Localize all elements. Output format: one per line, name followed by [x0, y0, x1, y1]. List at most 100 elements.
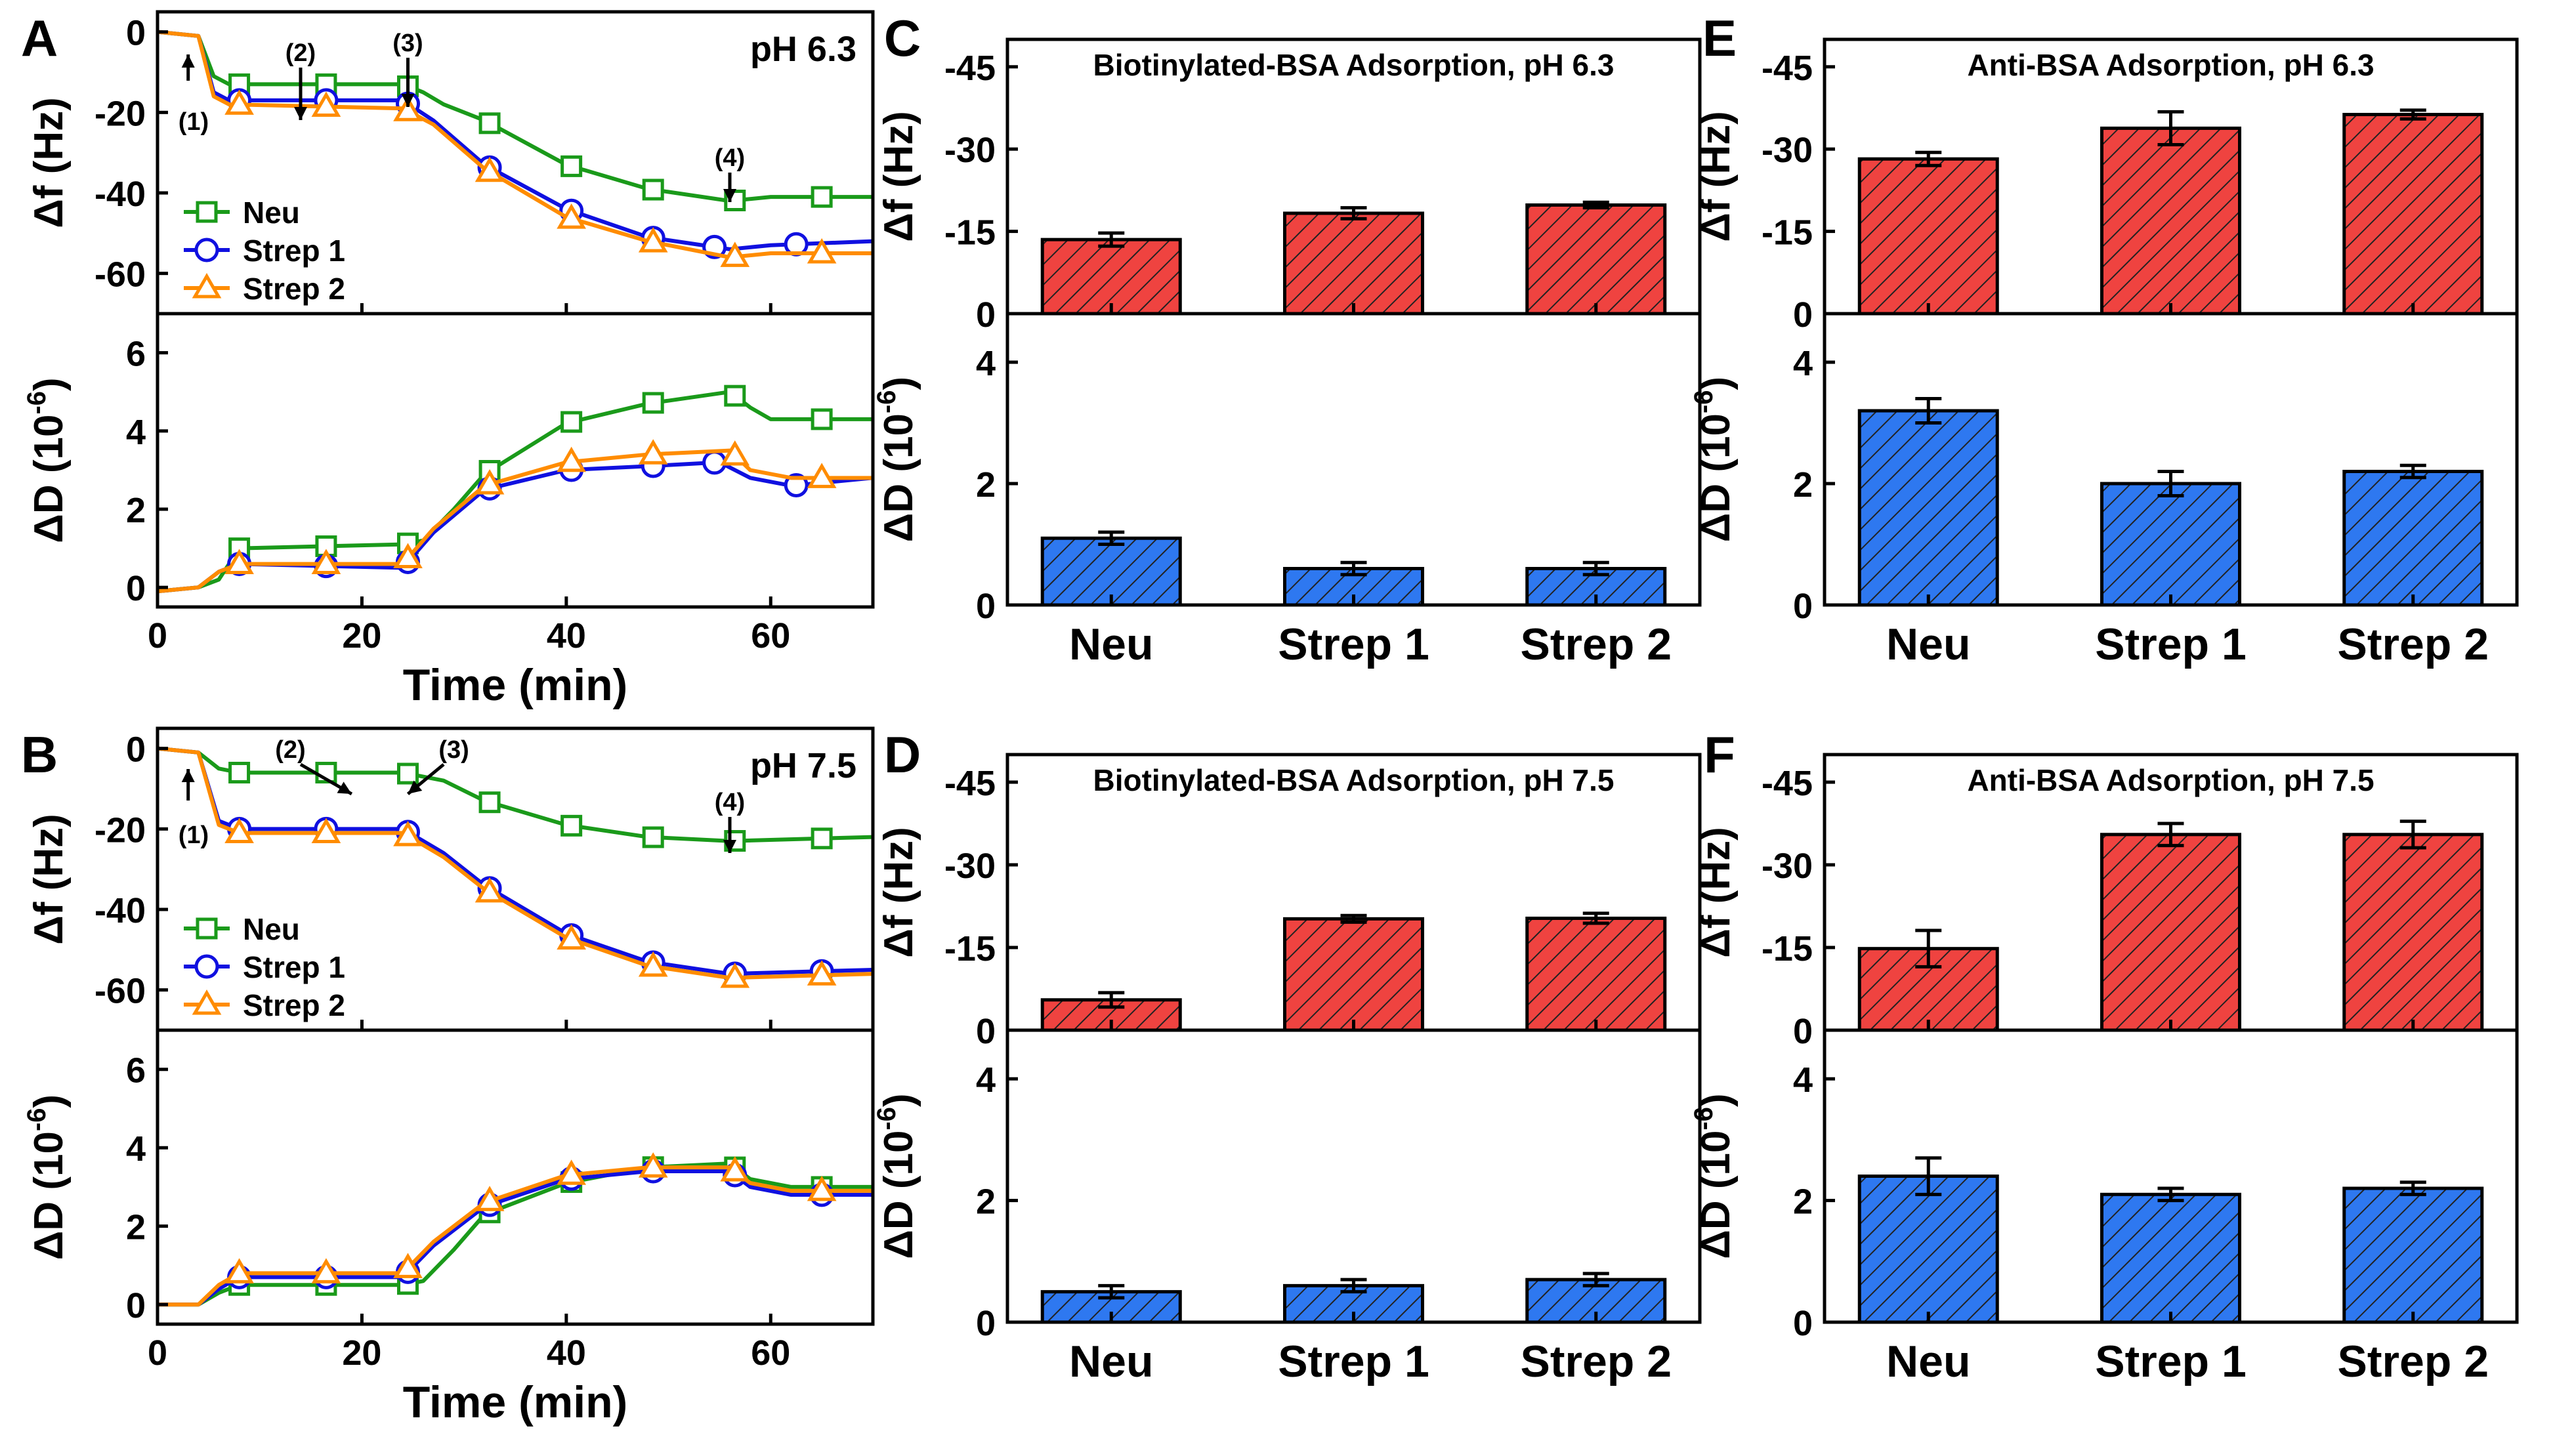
category-label: Strep 2 — [1520, 1337, 1672, 1386]
category-label: Neu — [1886, 1337, 1970, 1386]
y-tick-label: 0 — [1793, 295, 1813, 335]
subplot-F-dd: 0 2 4 ΔD (10-6) — [1689, 1028, 2519, 1343]
bar-df — [1283, 917, 1424, 1032]
y-tick-label: 0 — [976, 295, 996, 335]
condition-label: pH 7.5 — [750, 746, 856, 785]
series-marker-neu — [642, 178, 664, 201]
annotation-arrow-head — [181, 54, 195, 68]
y-tick-label: -30 — [1762, 846, 1813, 886]
series-marker-neu — [642, 392, 664, 414]
bar-dd — [2100, 482, 2241, 607]
series-marker-strep-2 — [638, 439, 668, 465]
y-tick-label: -30 — [944, 131, 996, 170]
bar-dd — [1857, 409, 1999, 607]
series-line-strep-1 — [157, 460, 874, 594]
y-tick-label: -45 — [1762, 764, 1813, 803]
subplot-A-dd: 0 2 4 6 ΔD (10-6) — [22, 312, 875, 609]
series-marker-strep-2 — [638, 227, 668, 253]
series-marker-strep-2 — [475, 877, 505, 903]
y-tick-label: 2 — [126, 1208, 146, 1247]
y-tick-label: 2 — [126, 491, 146, 530]
x-axis-label: Time (min) — [403, 660, 628, 710]
bar-df — [2342, 113, 2484, 316]
series-marker-strep-2 — [475, 1186, 505, 1211]
bar-df — [1525, 916, 1667, 1032]
y-tick-label: 0 — [976, 1012, 996, 1051]
category-label: Strep 1 — [1278, 1337, 1429, 1386]
subplot-D-dd: 0 2 4 ΔD (10-6) — [872, 1028, 1702, 1343]
category-label: Strep 1 — [1278, 619, 1429, 669]
chart-title: Biotinylated-BSA Adsorption, pH 7.5 — [1093, 763, 1615, 797]
y-tick-label: -15 — [944, 929, 996, 968]
chart-title: Anti-BSA Adsorption, pH 7.5 — [1967, 763, 2374, 797]
x-tick-label: 60 — [751, 616, 790, 656]
y-tick-label: 2 — [1793, 465, 1813, 505]
series-line-neu — [157, 390, 873, 594]
legend-marker — [196, 917, 218, 940]
y-axis-label: Δf (Hz) — [26, 814, 72, 945]
category-label: Strep 2 — [1520, 619, 1672, 669]
bar-dd — [2342, 1186, 2484, 1324]
bar-df — [2100, 126, 2241, 316]
category-label: Neu — [1886, 619, 1970, 669]
subplot-B-dd: 0 2 4 6 ΔD (10-6) — [22, 1028, 875, 1326]
y-axis-label: ΔD (10-6) — [1689, 377, 1739, 542]
panel-letter-F: F — [1704, 726, 1735, 783]
x-tick-label: 0 — [148, 1333, 167, 1373]
series-marker-strep-2 — [807, 1175, 837, 1201]
panel-letter-A: A — [21, 9, 58, 67]
annotation-label: (2) — [285, 39, 316, 67]
y-tick-label: 6 — [126, 1051, 146, 1091]
series-marker-strep-2 — [311, 818, 341, 843]
series-marker-neu — [811, 408, 833, 430]
y-tick-label: -30 — [1762, 131, 1813, 170]
panel-letter-C: C — [884, 9, 921, 67]
y-tick-label: -60 — [95, 255, 146, 295]
y-tick-label: 2 — [1793, 1182, 1813, 1222]
annotation-label: (4) — [715, 789, 745, 816]
subplot-F-df: 0 -15 -30 -45 Δf (Hz) Anti-BSA Adsorption, pH… — [1693, 753, 2519, 1051]
legend-marker — [192, 989, 222, 1015]
series-marker-strep-2 — [807, 960, 837, 986]
y-axis-label: Δf (Hz) — [876, 111, 921, 242]
y-tick-label: 0 — [126, 730, 146, 770]
bar-dd — [2342, 470, 2484, 607]
plot-frame — [156, 312, 875, 609]
y-tick-label: 0 — [1793, 587, 1813, 626]
annotation-arrow-head — [723, 840, 736, 853]
subplot-B-df: 0 -20 -40 -60 Δf (Hz) pH 7.5 Neu Strep 1 Strep 2… — [26, 726, 875, 1032]
series-marker-neu — [560, 155, 583, 177]
legend-marker — [194, 238, 219, 262]
subplot-D-df: 0 -15 -30 -45 Δf (Hz) Biotinylated-BSA Adsorp… — [876, 753, 1702, 1051]
series-marker-strep-1 — [702, 450, 727, 475]
series-marker-strep-2 — [638, 951, 668, 977]
plot-frame — [156, 1028, 875, 1326]
y-tick-label: 0 — [126, 1286, 146, 1325]
annotation-arrow-head — [337, 781, 352, 794]
legend-label: Strep 1 — [243, 950, 345, 984]
subplot-C-df: 0 -15 -30 -45 Δf (Hz) Biotinylated-BSA Adsorp… — [876, 37, 1702, 335]
series-marker-strep-2 — [311, 91, 341, 117]
series-marker-strep-2 — [720, 440, 750, 466]
subplot-E-df: 0 -15 -30 -45 Δf (Hz) Anti-BSA Adsorption, pH… — [1693, 37, 2519, 335]
y-tick-label: -45 — [944, 49, 996, 88]
legend-label: Strep 1 — [243, 234, 345, 268]
y-tick-label: 0 — [976, 587, 996, 626]
bar-df — [1040, 238, 1182, 316]
series-marker-strep-2 — [720, 241, 750, 267]
series-marker-neu — [478, 791, 501, 814]
legend-marker — [192, 273, 222, 299]
series-marker-strep-2 — [224, 549, 254, 574]
series-marker-strep-2 — [311, 1258, 341, 1283]
category-label: Neu — [1069, 1337, 1153, 1386]
y-axis-label: ΔD (10-6) — [22, 1094, 72, 1260]
series-marker-neu — [560, 814, 583, 837]
y-tick-label: 4 — [1793, 344, 1813, 383]
series-marker-strep-2 — [475, 156, 505, 182]
annotation-label: (1) — [179, 822, 209, 849]
y-tick-label: 4 — [126, 1129, 146, 1169]
series-line-strep-2 — [157, 448, 873, 594]
category-label: Strep 2 — [2337, 1337, 2489, 1386]
panel-E: E 0 -15 -30 -45 Δf (Hz) Anti-BSA Adsorption, p… — [1689, 9, 2519, 669]
series-marker-strep-2 — [224, 818, 254, 843]
